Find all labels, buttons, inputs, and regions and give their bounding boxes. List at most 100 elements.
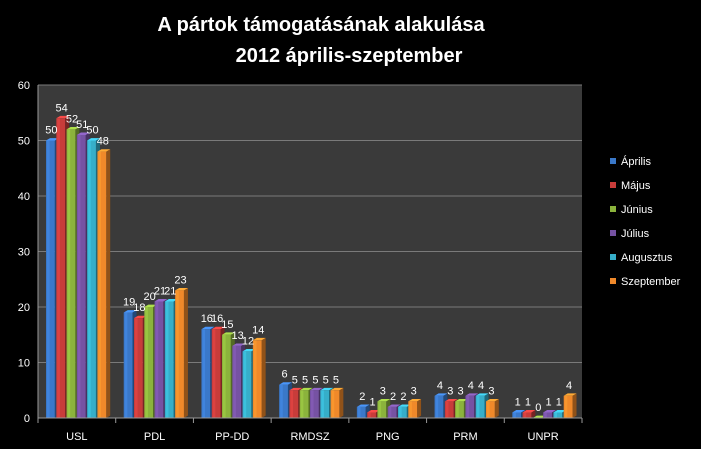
bar-top [279,382,292,385]
bar-highlight [466,395,470,418]
bar-top [320,387,334,391]
y-tick-label: 40 [18,191,30,203]
bar-front [434,395,444,418]
data-label: 1 [369,396,375,408]
bar-top [154,299,168,302]
data-label: 0 [535,402,541,414]
data-label: 50 [45,125,57,137]
bar-top [356,404,370,407]
bar-top [563,393,577,396]
data-label: 4 [437,380,443,392]
bar-highlight [409,401,412,418]
bar-top [164,299,178,302]
bar-highlight [223,334,226,418]
bar-highlight [456,401,459,418]
bar-front [475,395,485,418]
data-label: 2 [400,391,406,403]
data-label: 14 [252,324,264,336]
bar-highlight [445,401,449,418]
data-label: 21 [164,285,176,297]
bar-top [444,398,458,402]
x-tick-label: PNG [376,431,400,443]
bar-top [377,398,391,402]
bar-front [144,307,154,418]
data-label: 5 [292,374,298,386]
legend-swatch [610,182,616,188]
data-label: 1 [556,396,562,408]
legend-swatch [610,158,616,164]
data-label: 15 [221,319,233,331]
bar-highlight [357,406,361,418]
data-label: 3 [488,385,494,397]
legend-item: Június [610,204,653,216]
data-label: 5 [333,374,339,386]
y-tick-label: 60 [18,80,30,92]
legend-label: Június [621,204,653,216]
bar-highlight [378,401,382,418]
bar-front [56,118,66,419]
bar-top [123,310,137,313]
bar-front [299,390,309,418]
bar-highlight [212,329,216,418]
bar-top [512,410,526,413]
data-label: 20 [144,291,156,303]
bar [486,398,499,418]
data-label: 3 [457,385,463,397]
bar [563,393,577,418]
bar-front [367,412,376,418]
x-tick-label: UNPR [528,431,559,443]
bar-highlight [88,140,91,418]
bar-front [387,406,397,418]
data-label: 50 [86,125,98,137]
bar-front [377,401,387,418]
bar-highlight [98,151,102,418]
bar-top [289,387,303,391]
bar-highlight [202,329,206,418]
bar-top [455,398,468,402]
bar-front [222,334,231,418]
legend-item: Április [610,155,651,168]
bar-top [553,410,567,413]
bar-front [123,312,133,418]
bar-front [465,395,475,418]
bar-front [408,401,418,418]
y-tick-label: 50 [18,136,30,148]
data-label: 3 [411,385,417,397]
bar-top [486,398,499,402]
bars [46,115,577,419]
data-label: 21 [154,285,166,297]
bar-side [183,287,188,418]
legend-item: Szeptember [610,276,681,288]
legend-label: Augusztus [621,252,673,264]
bar-highlight [564,395,568,418]
legend-swatch [610,254,616,260]
bar-front [175,290,184,418]
bar-highlight [280,384,283,418]
bar-highlight [47,140,50,418]
bar-front [522,412,532,418]
bar-front [512,412,522,418]
bar-top [543,410,556,413]
y-tick-label: 30 [18,247,30,259]
legend: Április Május Június Július Augusztus Szeptem… [610,155,681,288]
bar-side [417,398,422,418]
y-tick-label: 20 [18,302,30,314]
bar-top [232,343,246,346]
legend-label: Április [621,155,651,168]
data-label: 51 [76,119,88,131]
bar-highlight [487,401,490,418]
bar-top [387,404,401,407]
bar-highlight [321,390,324,418]
bar-front [320,390,330,418]
bar-highlight [253,340,257,418]
bar-top [46,138,59,141]
bar-front [87,140,96,418]
bar-top [408,398,422,402]
legend-label: Május [621,180,651,192]
data-label: 23 [174,274,186,286]
data-label: 2 [359,391,365,403]
bar-top [434,393,448,396]
bar-top [398,404,411,407]
bar-highlight [435,395,439,418]
